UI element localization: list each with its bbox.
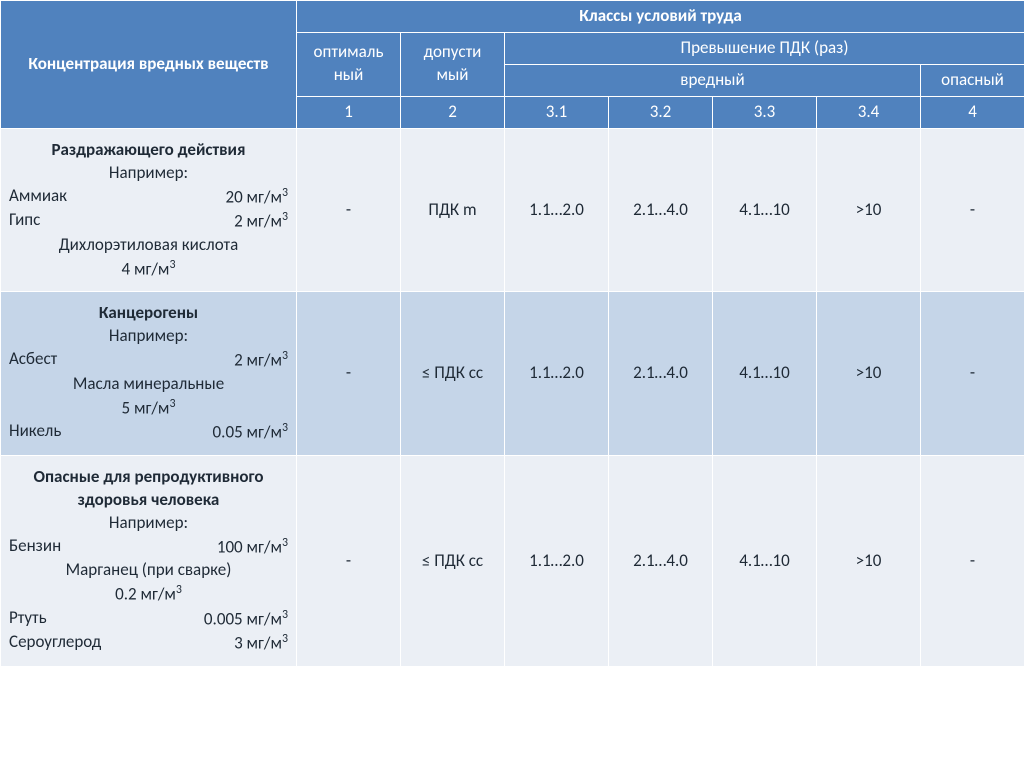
substance-center-val: 5 мг/м3: [9, 396, 288, 421]
value-cell: 1.1…2.0: [505, 292, 609, 456]
substance-line: Асбест2 мг/м3: [9, 348, 288, 373]
value-cell: 2.1…4.0: [609, 292, 713, 456]
value-cell: 1.1…2.0: [505, 128, 609, 292]
value-cell: 2.1…4.0: [609, 128, 713, 292]
value-cell: 4.1…10: [713, 292, 817, 456]
header-rowtitle: Концентрация вредных веществ: [1, 1, 297, 129]
value-cell: 4.1…10: [713, 455, 817, 666]
substance-line: Никель0.05 мг/м3: [9, 420, 288, 445]
category-subtitle: Например:: [9, 325, 288, 348]
value-cell: ПДК m: [401, 128, 505, 292]
header-classes: Классы условий труда: [297, 1, 1024, 33]
header-num-2: 3.1: [505, 96, 609, 128]
category-title: Канцерогены: [9, 302, 288, 325]
header-num-4: 3.3: [713, 96, 817, 128]
value-cell: 2.1…4.0: [609, 455, 713, 666]
value-cell: -: [921, 455, 1024, 666]
category-cell: Раздражающего действияНапример:Аммиак20 …: [1, 128, 297, 292]
table-header: Концентрация вредных веществ Классы усло…: [1, 1, 1024, 129]
substance-center: Масла минеральные: [9, 373, 288, 396]
header-num-6: 4: [921, 96, 1024, 128]
table-row: КанцерогеныНапример:Асбест2 мг/м3Масла м…: [1, 292, 1024, 456]
category-title: Раздражающего действия: [9, 139, 288, 162]
table-row: Опасные для репродуктивного здоровья чел…: [1, 455, 1024, 666]
value-cell: >10: [817, 128, 921, 292]
classification-table: Концентрация вредных веществ Классы усло…: [0, 0, 1024, 667]
table-body: Раздражающего действияНапример:Аммиак20 …: [1, 128, 1024, 666]
header-num-3: 3.2: [609, 96, 713, 128]
category-subtitle: Например:: [9, 162, 288, 185]
substance-line: Ртуть0.005 мг/м3: [9, 607, 288, 632]
category-cell: Опасные для репродуктивного здоровья чел…: [1, 455, 297, 666]
header-dangerous: опасный: [921, 64, 1024, 96]
value-cell: -: [297, 455, 401, 666]
header-exceed: Превышение ПДК (раз): [505, 32, 1024, 64]
substance-line: Сероуглерод3 мг/м3: [9, 631, 288, 656]
category-subtitle: Например:: [9, 512, 288, 535]
substance-line: Гипс2 мг/м3: [9, 209, 288, 234]
value-cell: -: [297, 292, 401, 456]
value-cell: 1.1…2.0: [505, 455, 609, 666]
header-harmful: вредный: [505, 64, 921, 96]
header-num-1: 2: [401, 96, 505, 128]
value-cell: >10: [817, 455, 921, 666]
substance-line: Аммиак20 мг/м3: [9, 185, 288, 210]
substance-center-val: 0.2 мг/м3: [9, 582, 288, 607]
header-num-5: 3.4: [817, 96, 921, 128]
header-acceptable: допустимый: [401, 32, 505, 96]
value-cell: -: [921, 128, 1024, 292]
category-title: Опасные для репродуктивного здоровья чел…: [9, 466, 288, 512]
header-num-0: 1: [297, 96, 401, 128]
substance-line: Бензин100 мг/м3: [9, 535, 288, 560]
value-cell: ≤ ПДК сс: [401, 292, 505, 456]
header-optimal: оптимальный: [297, 32, 401, 96]
value-cell: -: [921, 292, 1024, 456]
value-cell: -: [297, 128, 401, 292]
substance-center: Дихлорэтиловая кислота: [9, 234, 288, 257]
substance-center-val: 4 мг/м3: [9, 257, 288, 282]
value-cell: >10: [817, 292, 921, 456]
category-cell: КанцерогеныНапример:Асбест2 мг/м3Масла м…: [1, 292, 297, 456]
value-cell: 4.1…10: [713, 128, 817, 292]
substance-center: Марганец (при сварке): [9, 559, 288, 582]
value-cell: ≤ ПДК сс: [401, 455, 505, 666]
table-row: Раздражающего действияНапример:Аммиак20 …: [1, 128, 1024, 292]
